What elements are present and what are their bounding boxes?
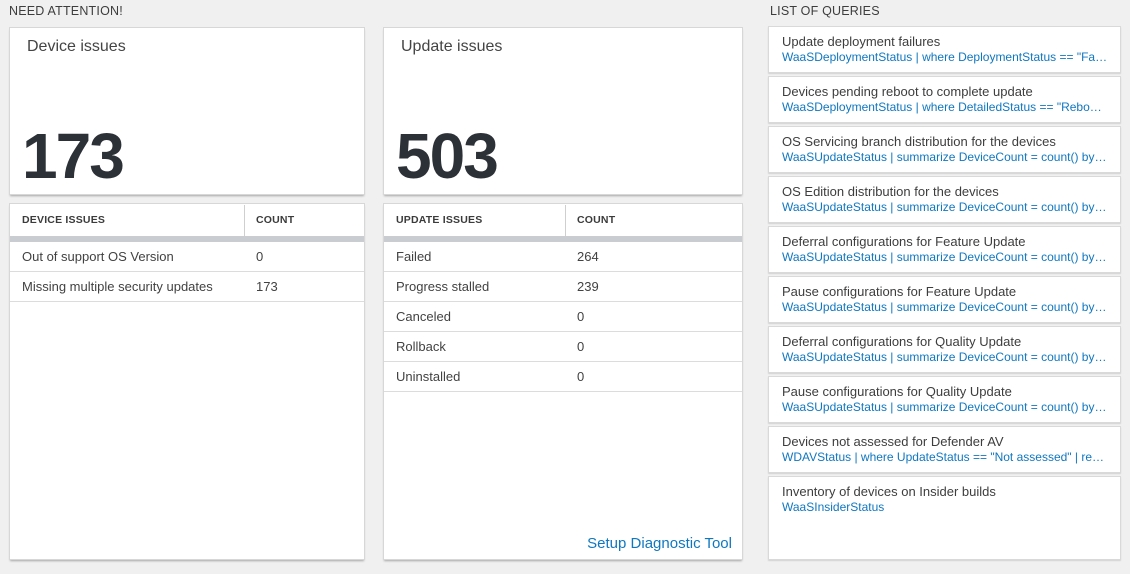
- table-row[interactable]: Failed 264: [384, 242, 742, 272]
- query-tile-defender-av-not-assessed[interactable]: Devices not assessed for Defender AV WDA…: [768, 426, 1121, 473]
- table-row[interactable]: Progress stalled 239: [384, 272, 742, 302]
- query-tile-pause-quality-update[interactable]: Pause configurations for Quality Update …: [768, 376, 1121, 423]
- header-divider-bar: [384, 236, 742, 242]
- column-header-count: COUNT: [565, 205, 742, 236]
- device-issues-summary-tile[interactable]: Device issues 173: [9, 27, 365, 195]
- query-tile-deferral-feature-update[interactable]: Deferral configurations for Feature Upda…: [768, 226, 1121, 273]
- query-text: WaaSInsiderStatus: [782, 500, 885, 514]
- query-title: Pause configurations for Quality Update: [782, 384, 1012, 399]
- query-title: Deferral configurations for Feature Upda…: [782, 234, 1026, 249]
- query-text: WaaSUpdateStatus | summarize DeviceCount…: [782, 250, 1108, 264]
- column-header-update-issues: UPDATE ISSUES: [396, 214, 483, 226]
- table-row[interactable]: Out of support OS Version 0: [10, 242, 364, 272]
- column-header-count: COUNT: [244, 205, 364, 236]
- query-title: Devices pending reboot to complete updat…: [782, 84, 1033, 99]
- query-title: OS Edition distribution for the devices: [782, 184, 999, 199]
- issue-count: 0: [577, 369, 585, 384]
- table-row[interactable]: Rollback 0: [384, 332, 742, 362]
- issue-label: Rollback: [396, 339, 446, 354]
- issue-count: 0: [256, 249, 264, 264]
- device-issues-table-header: DEVICE ISSUES COUNT: [10, 204, 364, 236]
- query-title: Devices not assessed for Defender AV: [782, 434, 1004, 449]
- query-list: Update deployment failures WaaSDeploymen…: [768, 26, 1121, 560]
- update-issues-table-tile: UPDATE ISSUES COUNT Failed 264 Progress …: [383, 203, 743, 560]
- query-text: WaaSUpdateStatus | summarize DeviceCount…: [782, 200, 1108, 214]
- query-tile-update-deployment-failures[interactable]: Update deployment failures WaaSDeploymen…: [768, 26, 1121, 73]
- query-tile-insider-builds-inventory[interactable]: Inventory of devices on Insider builds W…: [768, 476, 1121, 560]
- query-text: WaaSDeploymentStatus | where DeploymentS…: [782, 50, 1108, 64]
- update-issues-title: Update issues: [401, 38, 503, 55]
- issue-label: Out of support OS Version: [22, 249, 174, 264]
- issue-label: Failed: [396, 249, 432, 264]
- setup-diagnostic-tool-link[interactable]: Setup Diagnostic Tool: [587, 535, 732, 552]
- list-of-queries-header: LIST OF QUERIES: [770, 4, 880, 18]
- query-text: WDAVStatus | where UpdateStatus == "Not …: [782, 450, 1108, 464]
- issue-label: Uninstalled: [396, 369, 461, 384]
- issue-count: 0: [577, 309, 585, 324]
- table-row[interactable]: Missing multiple security updates 173: [10, 272, 364, 302]
- device-issues-table-tile: DEVICE ISSUES COUNT Out of support OS Ve…: [9, 203, 365, 560]
- issue-label: Missing multiple security updates: [22, 279, 213, 294]
- update-issues-count: 503: [396, 120, 499, 192]
- query-tile-devices-pending-reboot[interactable]: Devices pending reboot to complete updat…: [768, 76, 1121, 123]
- query-title: Update deployment failures: [782, 34, 941, 49]
- query-text: WaaSUpdateStatus | summarize DeviceCount…: [782, 400, 1108, 414]
- issue-count: 239: [577, 279, 599, 294]
- query-text: WaaSDeploymentStatus | where DetailedSta…: [782, 100, 1108, 114]
- query-tile-os-edition-distribution[interactable]: OS Edition distribution for the devices …: [768, 176, 1121, 223]
- query-text: WaaSUpdateStatus | summarize DeviceCount…: [782, 300, 1108, 314]
- column-header-device-issues: DEVICE ISSUES: [22, 214, 106, 226]
- need-attention-header: NEED ATTENTION!: [9, 4, 123, 18]
- query-title: Inventory of devices on Insider builds: [782, 484, 996, 499]
- issue-count: 264: [577, 249, 599, 264]
- header-divider-bar: [10, 236, 364, 242]
- update-issues-table-header: UPDATE ISSUES COUNT: [384, 204, 742, 236]
- query-tile-os-servicing-branch[interactable]: OS Servicing branch distribution for the…: [768, 126, 1121, 173]
- issue-label: Progress stalled: [396, 279, 490, 294]
- update-issues-summary-tile[interactable]: Update issues 503: [383, 27, 743, 195]
- query-title: Pause configurations for Feature Update: [782, 284, 1017, 299]
- device-issues-title: Device issues: [27, 38, 126, 55]
- table-row[interactable]: Uninstalled 0: [384, 362, 742, 392]
- query-tile-pause-feature-update[interactable]: Pause configurations for Feature Update …: [768, 276, 1121, 323]
- issue-count: 173: [256, 279, 278, 294]
- query-tile-deferral-quality-update[interactable]: Deferral configurations for Quality Upda…: [768, 326, 1121, 373]
- query-title: Deferral configurations for Quality Upda…: [782, 334, 1022, 349]
- issue-label: Canceled: [396, 309, 451, 324]
- query-title: OS Servicing branch distribution for the…: [782, 134, 1056, 149]
- query-text: WaaSUpdateStatus | summarize DeviceCount…: [782, 150, 1108, 164]
- query-text: WaaSUpdateStatus | summarize DeviceCount…: [782, 350, 1108, 364]
- table-row[interactable]: Canceled 0: [384, 302, 742, 332]
- issue-count: 0: [577, 339, 585, 354]
- device-issues-count: 173: [22, 120, 125, 192]
